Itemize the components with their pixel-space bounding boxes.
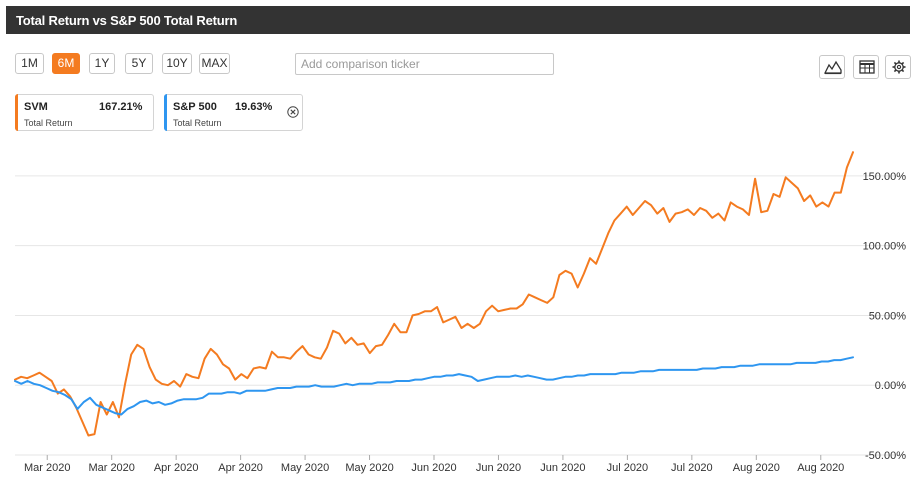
range-button-10y[interactable]: 10Y (162, 53, 192, 74)
table-view-button[interactable] (853, 55, 879, 79)
x-tick-label: Aug 2020 (733, 462, 780, 474)
x-tick-label: Jun 2020 (476, 462, 521, 474)
legend-symbol: SVM (24, 101, 48, 113)
range-button-1y[interactable]: 1Y (89, 53, 115, 74)
series-line-s-p-500[interactable] (14, 356, 854, 416)
x-tick-label: Mar 2020 (24, 462, 70, 474)
x-tick-label: Jul 2020 (671, 462, 713, 474)
legend-symbol: S&P 500 (173, 101, 217, 113)
x-tick-label: May 2020 (345, 462, 393, 474)
legend-sp500[interactable]: S&P 500 19.63% Total Return (164, 94, 303, 131)
range-button-5y[interactable]: 5Y (125, 53, 153, 74)
y-tick-label: 0.00% (875, 380, 906, 392)
y-tick-label: -50.00% (865, 450, 906, 462)
y-tick-label: 150.00% (863, 171, 907, 183)
legend-color-bar (15, 94, 18, 131)
x-tick-label: Jul 2020 (607, 462, 649, 474)
legend-color-bar (164, 94, 167, 131)
comparison-ticker-input[interactable] (295, 53, 554, 75)
table-icon (859, 60, 875, 74)
settings-button[interactable] (885, 55, 911, 79)
chart-header: Total Return vs S&P 500 Total Return (6, 6, 910, 34)
legend-value: 19.63% (235, 101, 273, 113)
x-tick-label: Apr 2020 (154, 462, 199, 474)
legend-value: 167.21% (99, 101, 143, 113)
x-tick-label: May 2020 (281, 462, 329, 474)
x-tick-label: Apr 2020 (218, 462, 263, 474)
y-tick-label: 100.00% (863, 241, 907, 253)
mountain-chart-icon (824, 60, 842, 75)
x-tick-label: Jun 2020 (540, 462, 585, 474)
chart-type-button[interactable] (819, 55, 845, 79)
range-button-max[interactable]: MAX (199, 53, 230, 74)
x-tick-label: Jun 2020 (411, 462, 456, 474)
line-chart: -50.00% 0.00% 50.00% 100.00% 150.00% Mar 202… (14, 151, 907, 474)
x-tick-label: Aug 2020 (797, 462, 844, 474)
series-line-svm[interactable] (14, 151, 854, 437)
range-button-1m[interactable]: 1M (15, 53, 44, 74)
chart-title: Total Return vs S&P 500 Total Return (16, 13, 238, 28)
range-button-6m[interactable]: 6M (52, 53, 80, 74)
x-tick-label: Mar 2020 (88, 462, 134, 474)
legend-svm[interactable]: SVM 167.21% Total Return (15, 94, 154, 131)
close-icon[interactable] (287, 106, 299, 118)
y-tick-label: 50.00% (869, 310, 907, 322)
chart-area: -50.00% 0.00% 50.00% 100.00% 150.00% Mar 202… (0, 140, 920, 492)
legend-sublabel: Total Return (173, 118, 222, 128)
legend-sublabel: Total Return (24, 118, 73, 128)
gear-icon (892, 60, 906, 74)
